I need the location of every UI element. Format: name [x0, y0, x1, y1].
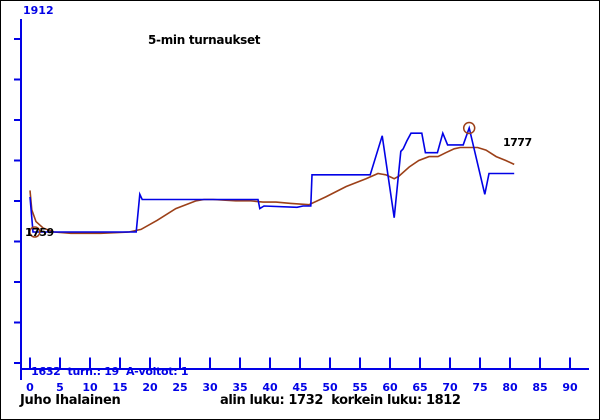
- x-axis-tick-label: 80: [502, 381, 518, 394]
- x-axis-tick-label: 30: [202, 381, 218, 394]
- x-axis-tick-label: 15: [112, 381, 127, 394]
- player-name: Juho Ihalainen: [20, 393, 121, 408]
- x-axis-tick-label: 60: [382, 381, 398, 394]
- min-max-summary: alin luku: 1732 korkein luku: 1812: [220, 393, 461, 408]
- chart-title: 5-min turnaukset: [148, 33, 261, 47]
- y-axis-min-label: 1632: [31, 365, 61, 378]
- x-axis-tick-label: 5: [56, 381, 64, 394]
- x-axis-tick-label: 70: [442, 381, 458, 394]
- max-rating-marker: [462, 121, 476, 135]
- final-rating-label: 1777: [503, 136, 532, 149]
- rating-line: [29, 125, 515, 233]
- x-axis-tick-label: 10: [82, 381, 98, 394]
- moving-average-line: [29, 146, 515, 235]
- x-axis-tick-label: 65: [412, 381, 427, 394]
- x-axis-tick-label: 50: [322, 381, 338, 394]
- x-axis-tick-label: 85: [532, 381, 547, 394]
- tournament-stats-text: turn.: 19 A-voitot: 1: [67, 365, 189, 378]
- x-axis-tick-label: 75: [472, 381, 487, 394]
- x-axis-tick-label: 35: [232, 381, 247, 394]
- x-axis-tick-label: 0: [26, 381, 34, 394]
- status-line: 1632 turn.: 19 A-voitot: 1: [17, 355, 188, 388]
- start-rating-label: 1759: [25, 226, 54, 239]
- x-axis-tick-label: 25: [172, 381, 187, 394]
- min-rating-marker: [29, 226, 41, 238]
- x-axis-tick-label: 90: [562, 381, 578, 394]
- x-axis-tick-label: 40: [262, 381, 278, 394]
- x-axis-tick-label: 45: [292, 381, 307, 394]
- x-axis-tick-label: 20: [142, 381, 158, 394]
- x-axis-tick-label: 55: [352, 381, 367, 394]
- y-axis-max-label: 1912: [23, 4, 54, 17]
